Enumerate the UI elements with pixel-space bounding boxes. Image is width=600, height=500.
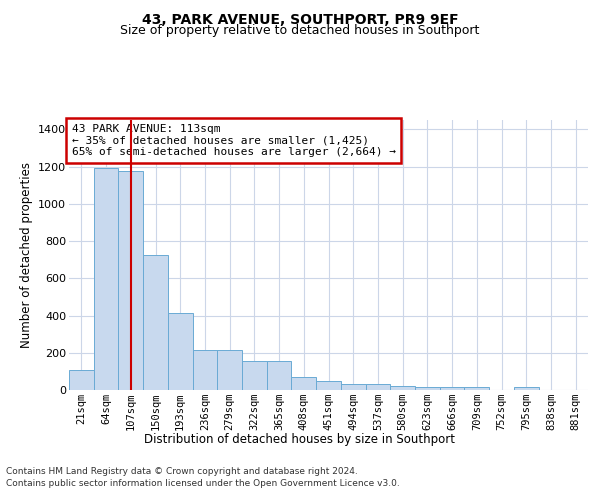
Text: Size of property relative to detached houses in Southport: Size of property relative to detached ho… xyxy=(121,24,479,37)
Bar xyxy=(464,387,489,390)
Bar xyxy=(168,312,193,390)
Bar xyxy=(143,255,168,390)
Bar xyxy=(514,387,539,390)
Bar xyxy=(341,384,365,390)
Text: Contains public sector information licensed under the Open Government Licence v3: Contains public sector information licen… xyxy=(6,479,400,488)
Bar xyxy=(217,350,242,390)
Text: Contains HM Land Registry data © Crown copyright and database right 2024.: Contains HM Land Registry data © Crown c… xyxy=(6,468,358,476)
Bar xyxy=(415,387,440,390)
Bar xyxy=(69,370,94,390)
Text: Distribution of detached houses by size in Southport: Distribution of detached houses by size … xyxy=(145,432,455,446)
Bar xyxy=(390,386,415,390)
Bar xyxy=(365,384,390,390)
Text: 43, PARK AVENUE, SOUTHPORT, PR9 9EF: 43, PARK AVENUE, SOUTHPORT, PR9 9EF xyxy=(142,12,458,26)
Bar xyxy=(267,361,292,390)
Bar xyxy=(193,350,217,390)
Bar xyxy=(118,171,143,390)
Bar xyxy=(292,377,316,390)
Y-axis label: Number of detached properties: Number of detached properties xyxy=(20,162,32,348)
Bar xyxy=(242,361,267,390)
Bar xyxy=(440,387,464,390)
Bar xyxy=(94,168,118,390)
Text: 43 PARK AVENUE: 113sqm
← 35% of detached houses are smaller (1,425)
65% of semi-: 43 PARK AVENUE: 113sqm ← 35% of detached… xyxy=(71,124,395,157)
Bar xyxy=(316,380,341,390)
